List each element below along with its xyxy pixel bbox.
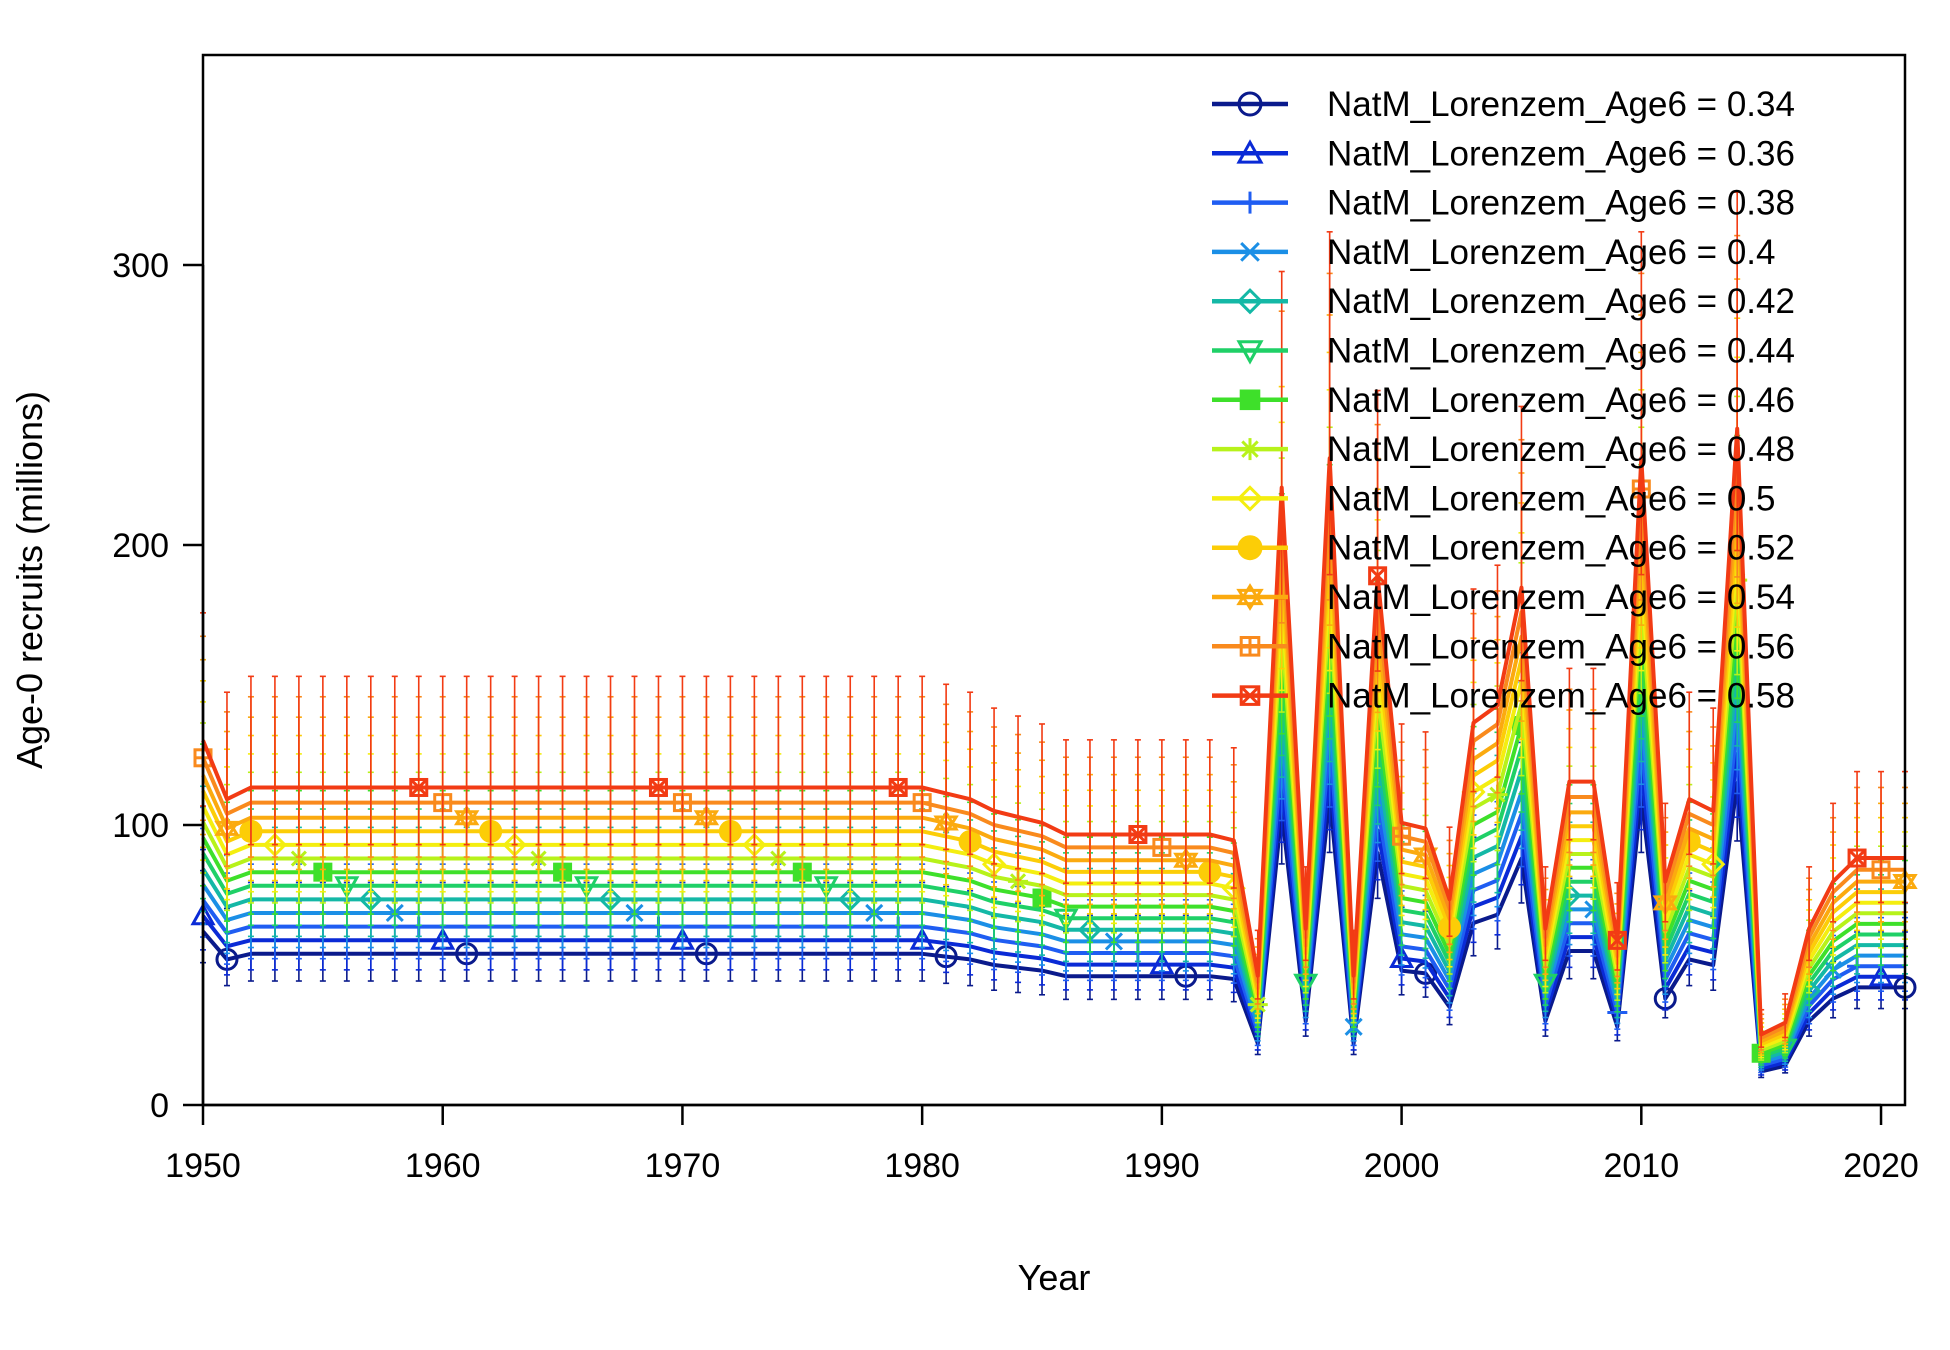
- x-tick-label: 2020: [1843, 1147, 1919, 1185]
- legend-label: NatM_Lorenzem_Age6 = 0.44: [1327, 332, 1795, 371]
- legend-label: NatM_Lorenzem_Age6 = 0.52: [1327, 529, 1795, 568]
- legend-marker: [1237, 91, 1263, 117]
- legend-marker: [1236, 485, 1264, 512]
- legend-marker: [1239, 389, 1261, 411]
- x-tick-label: 1960: [405, 1147, 481, 1185]
- y-tick-label: 100: [112, 807, 169, 845]
- y-axis: 0 100 200 300: [112, 247, 205, 1125]
- legend-marker: [1240, 242, 1260, 262]
- x-tick-label: 1950: [165, 1147, 241, 1185]
- y-axis-label: Age-0 recruits (millions): [9, 391, 50, 769]
- data-point: [1368, 566, 1387, 585]
- data-point: [1847, 848, 1867, 868]
- legend-label: NatM_Lorenzem_Age6 = 0.5: [1327, 479, 1775, 518]
- x-axis: 1950 1960 1970 1980 1990 2000 2010 2020: [165, 1103, 1919, 1185]
- data-point: [888, 777, 908, 797]
- legend-label: NatM_Lorenzem_Age6 = 0.54: [1327, 578, 1795, 617]
- y-tick-label: 300: [112, 247, 169, 285]
- x-tick-label: 1970: [645, 1147, 721, 1185]
- legend-item: NatM_Lorenzem_Age6 = 0.48: [1212, 430, 1795, 469]
- data-point: [649, 778, 668, 797]
- data-point: [648, 777, 668, 797]
- legend-label: NatM_Lorenzem_Age6 = 0.58: [1327, 677, 1795, 716]
- legend-item: NatM_Lorenzem_Age6 = 0.34: [1212, 85, 1795, 124]
- legend-marker: [1236, 583, 1264, 606]
- legend-marker: [1239, 685, 1261, 706]
- data-point: [1607, 930, 1627, 950]
- data-point: [1847, 848, 1867, 868]
- legend-marker: [1236, 340, 1264, 365]
- legend-label: NatM_Lorenzem_Age6 = 0.4: [1327, 233, 1775, 272]
- legend-item: NatM_Lorenzem_Age6 = 0.36: [1212, 134, 1795, 173]
- data-point: [1128, 825, 1148, 845]
- data-point: [1368, 566, 1388, 586]
- data-point: [648, 777, 668, 797]
- data-point: [1128, 825, 1147, 844]
- legend-marker: [1236, 288, 1264, 315]
- x-tick-label: 1980: [884, 1147, 960, 1185]
- y-tick-label: 200: [112, 527, 169, 565]
- data-point: [409, 778, 428, 797]
- legend-marker: [1236, 340, 1264, 365]
- data-point: [1608, 931, 1627, 950]
- data-point: [889, 778, 908, 797]
- data-point: [409, 777, 429, 797]
- data-point: [888, 777, 908, 797]
- data-point: [409, 777, 429, 797]
- legend-label: NatM_Lorenzem_Age6 = 0.38: [1327, 184, 1795, 223]
- legend-marker: [1236, 288, 1264, 315]
- legend-marker: [1240, 685, 1260, 706]
- legend: NatM_Lorenzem_Age6 = 0.34 NatM_Lorenzem_A…: [1212, 85, 1795, 716]
- legend-marker: [1236, 588, 1264, 611]
- data-point: [1128, 825, 1148, 845]
- series-line: [201, 426, 1905, 1037]
- legend-marker: [1236, 485, 1264, 512]
- y-tick-label: 0: [150, 1087, 169, 1125]
- legend-item: NatM_Lorenzem_Age6 = 0.4: [1212, 233, 1775, 272]
- x-axis-label: Year: [1018, 1257, 1091, 1298]
- legend-marker: [1237, 535, 1263, 561]
- x-tick-label: 2010: [1603, 1147, 1679, 1185]
- legend-marker: [1239, 191, 1261, 214]
- series-13: [200, 191, 1908, 1048]
- legend-marker: [1239, 685, 1261, 706]
- legend-marker: [1241, 440, 1259, 458]
- legend-label: NatM_Lorenzem_Age6 = 0.36: [1327, 134, 1795, 173]
- legend-item: NatM_Lorenzem_Age6 = 0.38: [1212, 184, 1795, 223]
- legend-marker: [1240, 242, 1260, 262]
- legend-item: NatM_Lorenzem_Age6 = 0.42: [1212, 282, 1795, 321]
- legend-label: NatM_Lorenzem_Age6 = 0.46: [1327, 381, 1795, 420]
- legend-marker: [1239, 636, 1261, 657]
- legend-marker: [1236, 139, 1264, 164]
- legend-marker: [1237, 91, 1263, 117]
- legend-item: NatM_Lorenzem_Age6 = 0.56: [1212, 627, 1795, 666]
- legend-marker: [1236, 139, 1264, 164]
- legend-item: NatM_Lorenzem_Age6 = 0.52: [1212, 529, 1795, 568]
- legend-item: NatM_Lorenzem_Age6 = 0.54: [1212, 578, 1795, 617]
- x-tick-label: 2000: [1364, 1147, 1440, 1185]
- legend-label: NatM_Lorenzem_Age6 = 0.42: [1327, 282, 1795, 321]
- legend-label: NatM_Lorenzem_Age6 = 0.34: [1327, 85, 1795, 124]
- legend-item: NatM_Lorenzem_Age6 = 0.5: [1212, 479, 1775, 518]
- data-point: [1368, 566, 1388, 586]
- legend-marker: [1239, 389, 1261, 411]
- legend-item: NatM_Lorenzem_Age6 = 0.44: [1212, 332, 1795, 371]
- x-tick-label: 1990: [1124, 1147, 1200, 1185]
- data-point: [1847, 848, 1867, 868]
- data-point: [1607, 930, 1627, 950]
- legend-marker: [1237, 535, 1263, 561]
- legend-label: NatM_Lorenzem_Age6 = 0.56: [1327, 627, 1795, 666]
- legend-marker: [1236, 583, 1264, 611]
- legend-label: NatM_Lorenzem_Age6 = 0.48: [1327, 430, 1795, 469]
- legend-item: NatM_Lorenzem_Age6 = 0.46: [1212, 381, 1795, 420]
- legend-marker: [1239, 438, 1261, 461]
- legend-item: NatM_Lorenzem_Age6 = 0.58: [1212, 677, 1795, 716]
